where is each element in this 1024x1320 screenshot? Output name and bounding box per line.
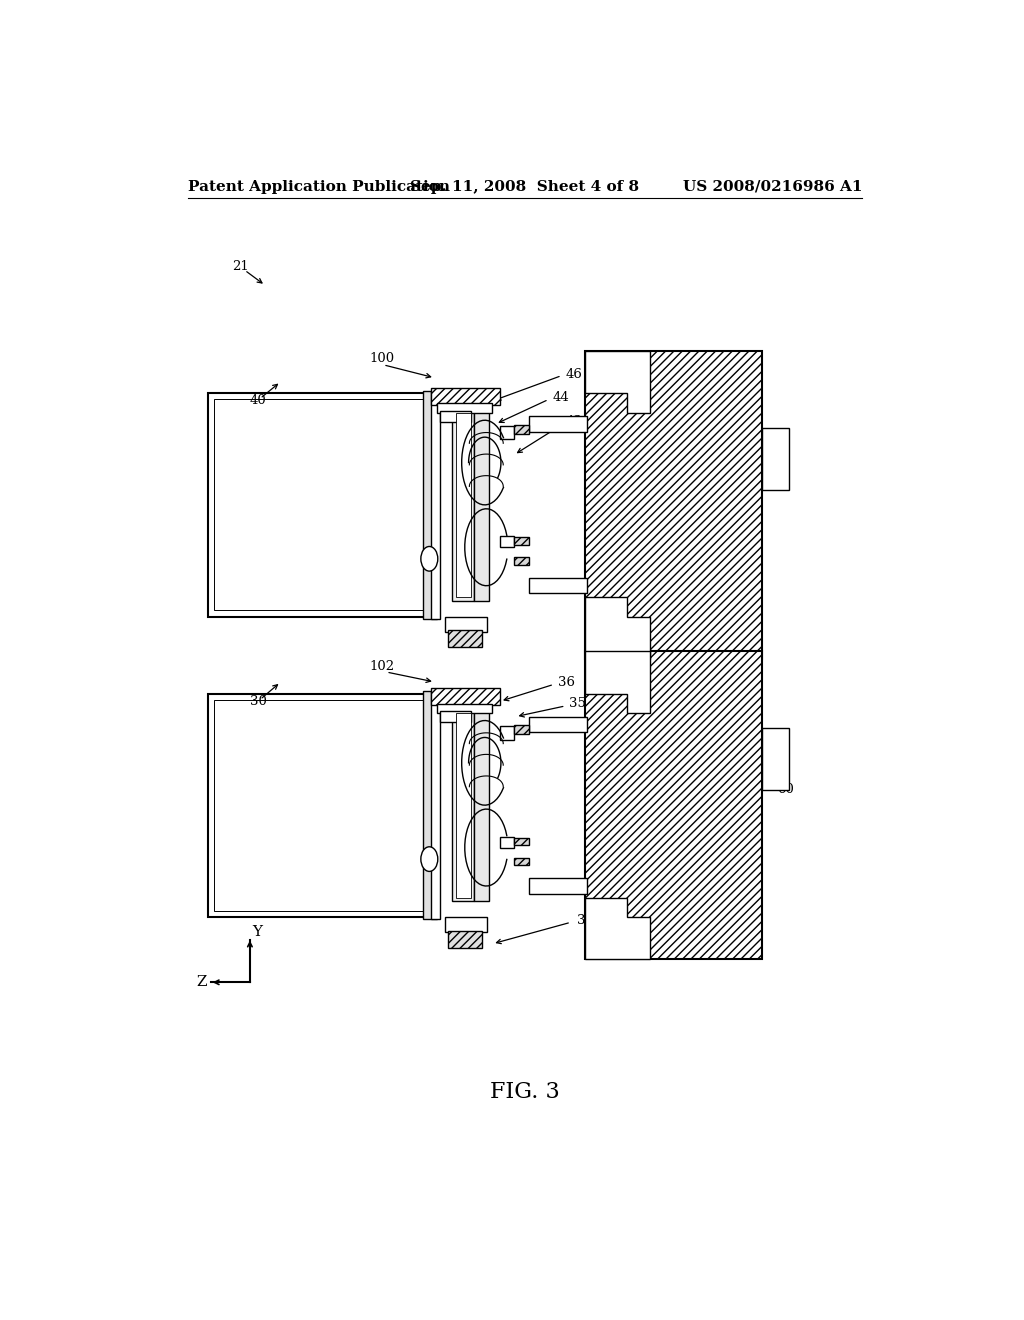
- Text: US 2008/0216986 A1: US 2008/0216986 A1: [683, 180, 862, 194]
- Bar: [444, 917, 487, 932]
- Ellipse shape: [421, 847, 438, 871]
- Bar: [440, 411, 471, 422]
- Bar: [474, 709, 489, 902]
- Polygon shape: [585, 598, 650, 659]
- Bar: [214, 400, 425, 610]
- Bar: [474, 409, 489, 601]
- Text: 34: 34: [460, 936, 476, 949]
- Bar: [440, 711, 471, 722]
- Bar: [444, 616, 487, 632]
- Bar: [214, 700, 425, 911]
- Bar: [208, 393, 431, 616]
- Bar: [431, 692, 440, 919]
- Text: 100: 100: [370, 352, 394, 366]
- Bar: [447, 931, 482, 948]
- Text: FIG. 3: FIG. 3: [489, 1081, 560, 1102]
- Bar: [431, 388, 500, 405]
- Bar: [208, 693, 431, 917]
- Bar: [500, 425, 514, 440]
- Bar: [529, 416, 587, 432]
- Bar: [453, 709, 474, 902]
- Bar: [500, 726, 514, 739]
- Text: 21: 21: [232, 260, 249, 273]
- Bar: [762, 729, 788, 789]
- Bar: [447, 631, 482, 647]
- Bar: [514, 537, 529, 545]
- Bar: [423, 692, 437, 919]
- Bar: [514, 858, 529, 866]
- Bar: [431, 391, 440, 619]
- Bar: [762, 428, 788, 490]
- Text: 35: 35: [569, 697, 587, 710]
- Polygon shape: [585, 351, 650, 412]
- Bar: [456, 713, 471, 898]
- Text: Y: Y: [253, 925, 262, 940]
- Bar: [514, 425, 529, 434]
- Bar: [456, 413, 471, 598]
- Bar: [514, 725, 529, 734]
- Bar: [500, 536, 514, 548]
- Bar: [529, 578, 587, 594]
- Text: 43: 43: [565, 416, 583, 428]
- Text: 30: 30: [250, 694, 267, 708]
- Text: 38: 38: [578, 915, 594, 927]
- Bar: [437, 404, 493, 412]
- Text: 42: 42: [454, 635, 470, 648]
- Text: Z: Z: [197, 975, 207, 989]
- Bar: [529, 717, 587, 733]
- Text: 40: 40: [250, 395, 266, 408]
- Polygon shape: [585, 651, 650, 713]
- Text: Sep. 11, 2008  Sheet 4 of 8: Sep. 11, 2008 Sheet 4 of 8: [411, 180, 639, 194]
- Bar: [431, 688, 500, 705]
- Bar: [529, 878, 587, 894]
- Polygon shape: [585, 898, 650, 960]
- Bar: [423, 391, 437, 619]
- Text: Patent Application Publication: Patent Application Publication: [188, 180, 451, 194]
- Bar: [514, 557, 529, 565]
- Bar: [585, 651, 762, 960]
- Ellipse shape: [421, 546, 438, 572]
- Text: 44: 44: [553, 391, 569, 404]
- Text: 36: 36: [558, 676, 574, 689]
- Bar: [500, 837, 514, 847]
- Bar: [453, 409, 474, 601]
- Text: 102: 102: [370, 660, 394, 673]
- Bar: [437, 704, 493, 713]
- Bar: [514, 838, 529, 845]
- Text: 60: 60: [777, 783, 795, 796]
- Bar: [585, 351, 762, 659]
- Text: 46: 46: [565, 367, 583, 380]
